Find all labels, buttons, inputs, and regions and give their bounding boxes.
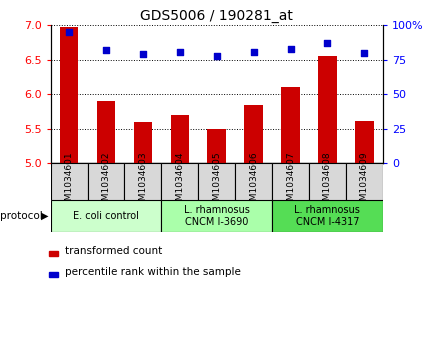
Bar [318, 56, 337, 163]
Point [66, 29, 73, 35]
Text: GSM1034607: GSM1034607 [286, 151, 295, 212]
Text: GSM1034605: GSM1034605 [212, 151, 221, 212]
Point [324, 40, 331, 46]
Text: L. rhamnosus
CNCM I-4317: L. rhamnosus CNCM I-4317 [294, 205, 360, 227]
Bar [272, 163, 309, 200]
Text: GSM1034603: GSM1034603 [138, 151, 147, 212]
Bar [51, 200, 161, 232]
Text: transformed count: transformed count [65, 246, 162, 256]
Title: GDS5006 / 190281_at: GDS5006 / 190281_at [140, 9, 293, 23]
Point [176, 49, 183, 54]
Point [139, 52, 147, 57]
Text: E. coli control: E. coli control [73, 211, 139, 221]
Bar [51, 163, 88, 200]
Text: GSM1034602: GSM1034602 [102, 151, 110, 212]
Bar [346, 163, 383, 200]
Bar [161, 200, 272, 232]
Text: GSM1034609: GSM1034609 [360, 151, 369, 212]
Bar [272, 200, 383, 232]
Bar [309, 163, 346, 200]
Text: GSM1034608: GSM1034608 [323, 151, 332, 212]
Bar [198, 163, 235, 200]
Text: GSM1034604: GSM1034604 [175, 151, 184, 212]
Bar [48, 272, 59, 277]
Text: GSM1034606: GSM1034606 [249, 151, 258, 212]
Bar [171, 115, 189, 163]
Point [361, 50, 368, 56]
Bar [97, 101, 115, 163]
Bar [208, 129, 226, 163]
Text: ▶: ▶ [41, 211, 48, 221]
Bar [60, 27, 78, 163]
Text: L. rhamnosus
CNCM I-3690: L. rhamnosus CNCM I-3690 [184, 205, 249, 227]
Point [213, 53, 220, 59]
Bar [88, 163, 125, 200]
Point [287, 46, 294, 52]
Bar [281, 87, 300, 163]
Text: GSM1034601: GSM1034601 [65, 151, 73, 212]
Bar [244, 105, 263, 163]
Bar [161, 163, 198, 200]
Bar [48, 252, 59, 256]
Bar [355, 121, 374, 163]
Text: protocol: protocol [0, 211, 46, 221]
Text: percentile rank within the sample: percentile rank within the sample [65, 267, 241, 277]
Bar [134, 122, 152, 163]
Bar [235, 163, 272, 200]
Bar [125, 163, 161, 200]
Point [103, 47, 110, 53]
Point [250, 49, 257, 54]
